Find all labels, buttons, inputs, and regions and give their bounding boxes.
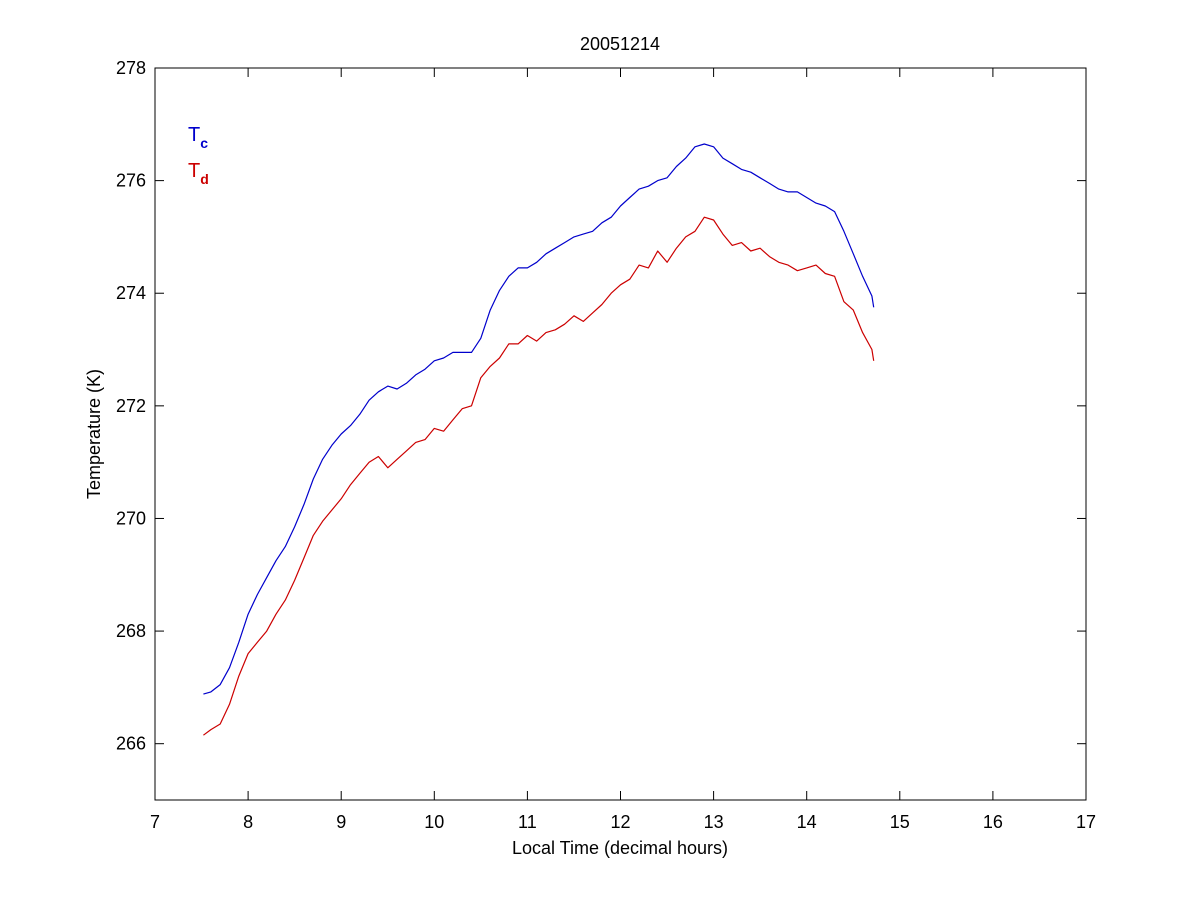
legend: Tc Td xyxy=(188,124,209,187)
series-lines xyxy=(203,143,875,736)
x-tick-label: 8 xyxy=(243,812,253,832)
y-tick-label: 276 xyxy=(116,171,146,191)
y-tick-label: 278 xyxy=(116,58,146,78)
y-tick-label: 274 xyxy=(116,283,146,303)
y-tick-label: 272 xyxy=(116,396,146,416)
x-tick-label: 9 xyxy=(336,812,346,832)
legend-entry-tc: Tc xyxy=(188,124,208,151)
legend-entry-td: Td xyxy=(188,160,209,187)
plot-frame xyxy=(154,67,1087,801)
x-tick-label: 12 xyxy=(610,812,630,832)
axis-ticks: 7 8 9 10 11 12 13 14 15 16 17 266 268 270 272 274 276 278 xyxy=(116,58,1096,832)
x-tick-label: 16 xyxy=(983,812,1003,832)
x-axis-label: Local Time (decimal hours) xyxy=(512,838,728,858)
x-tick-label: 10 xyxy=(424,812,444,832)
y-tick-label: 270 xyxy=(116,508,146,528)
y-tick-label: 266 xyxy=(116,734,146,754)
series-line-tc xyxy=(203,143,875,695)
series-line-td xyxy=(203,216,875,736)
chart-title: 20051214 xyxy=(580,34,660,54)
y-axis-label: Temperature (K) xyxy=(84,369,104,499)
x-tick-label: 7 xyxy=(150,812,160,832)
x-tick-label: 13 xyxy=(704,812,724,832)
y-tick-label: 268 xyxy=(116,621,146,641)
x-tick-label: 11 xyxy=(518,812,537,832)
x-tick-label: 15 xyxy=(890,812,910,832)
x-tick-label: 17 xyxy=(1076,812,1096,832)
x-tick-label: 14 xyxy=(797,812,817,832)
